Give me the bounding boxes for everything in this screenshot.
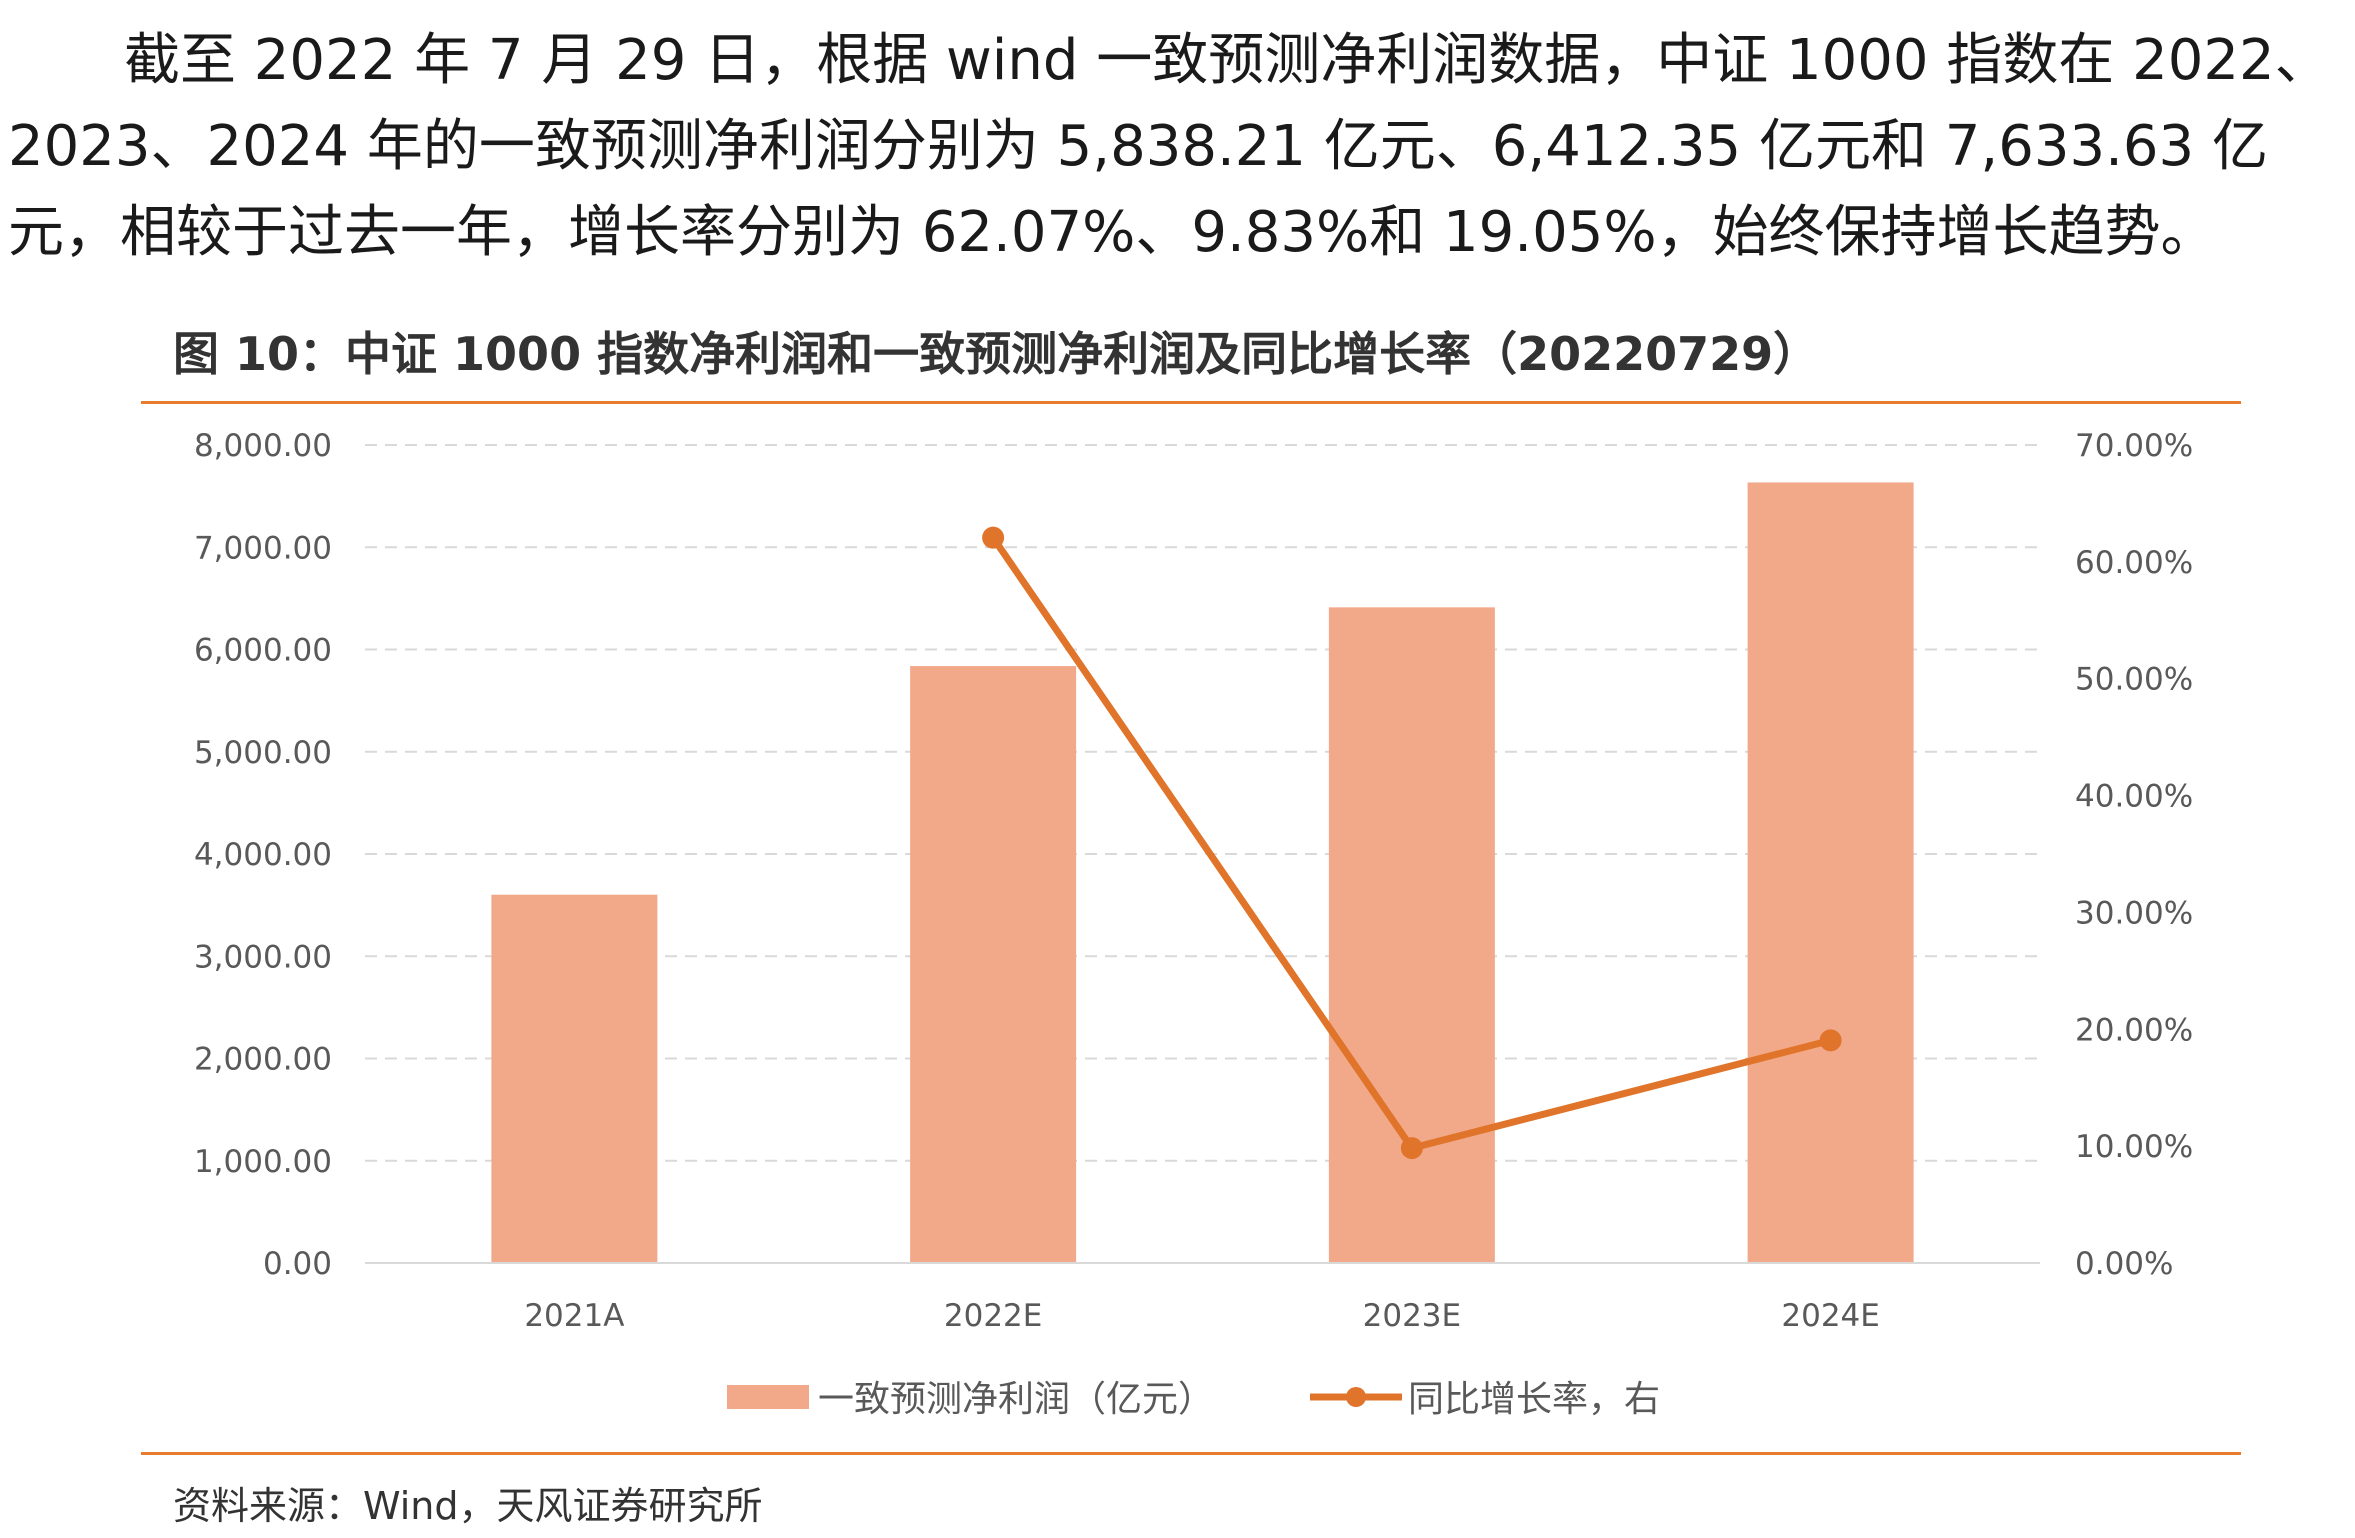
- left-tick-label: 8,000.00: [194, 428, 332, 464]
- x-tick-label: 2022E: [944, 1298, 1042, 1334]
- left-axis-ticks: 0.00 1,000.00 2,000.00 3,000.00 4,000.00 5,00…: [194, 428, 332, 1282]
- bar: [1747, 482, 1914, 1264]
- source-rule: [141, 1452, 2241, 1455]
- legend-bar-swatch: [727, 1385, 809, 1409]
- title-rule: [141, 401, 2241, 404]
- right-tick-label: 40.00%: [2075, 779, 2193, 815]
- x-axis-ticks: 2021A 2022E 2023E 2024E: [524, 1298, 1880, 1334]
- right-tick-label: 0.00%: [2075, 1246, 2173, 1282]
- figure-title: 图 10：中证 1000 指数净利润和一致预测净利润及同比增长率（2022072…: [173, 327, 1820, 381]
- left-tick-label: 4,000.00: [194, 837, 332, 873]
- left-tick-label: 6,000.00: [194, 633, 332, 669]
- x-tick-label: 2023E: [1363, 1298, 1461, 1334]
- bar: [910, 666, 1077, 1263]
- legend-line-label: 同比增长率，右: [1408, 1379, 1660, 1420]
- right-tick-label: 10.00%: [2075, 1129, 2193, 1165]
- x-tick-label: 2021A: [524, 1298, 624, 1334]
- legend: 一致预测净利润（亿元） 同比增长率，右: [727, 1379, 1660, 1420]
- growth-point: [982, 526, 1005, 549]
- left-tick-label: 1,000.00: [194, 1144, 332, 1180]
- intro-paragraph: 截至 2022 年 7 月 29 日，根据 wind 一致预测净利润数据，中证 …: [8, 28, 2331, 265]
- left-tick-label: 0.00: [263, 1246, 332, 1282]
- left-tick-label: 7,000.00: [194, 530, 332, 566]
- left-tick-label: 2,000.00: [194, 1042, 332, 1078]
- right-tick-label: 30.00%: [2075, 895, 2193, 931]
- right-tick-label: 50.00%: [2075, 662, 2193, 698]
- right-tick-label: 70.00%: [2075, 428, 2193, 464]
- growth-point: [1400, 1137, 1423, 1160]
- right-tick-label: 60.00%: [2075, 545, 2193, 581]
- bar: [1328, 607, 1495, 1263]
- left-tick-label: 5,000.00: [194, 735, 332, 771]
- x-tick-label: 2024E: [1781, 1298, 1879, 1334]
- legend-line-marker: [1346, 1387, 1366, 1407]
- bar: [491, 894, 658, 1263]
- bars: [491, 482, 1914, 1264]
- growth-line-series: [982, 526, 1842, 1160]
- source-note: 资料来源：Wind，天风证券研究所: [173, 1484, 763, 1528]
- growth-point: [1819, 1029, 1842, 1052]
- right-tick-label: 20.00%: [2075, 1012, 2193, 1048]
- left-tick-label: 3,000.00: [194, 939, 332, 975]
- legend-bar-label: 一致预测净利润（亿元）: [818, 1379, 1214, 1420]
- right-axis-ticks: 0.00% 10.00% 20.00% 30.00% 40.00% 50.00% 60.00…: [2075, 428, 2193, 1282]
